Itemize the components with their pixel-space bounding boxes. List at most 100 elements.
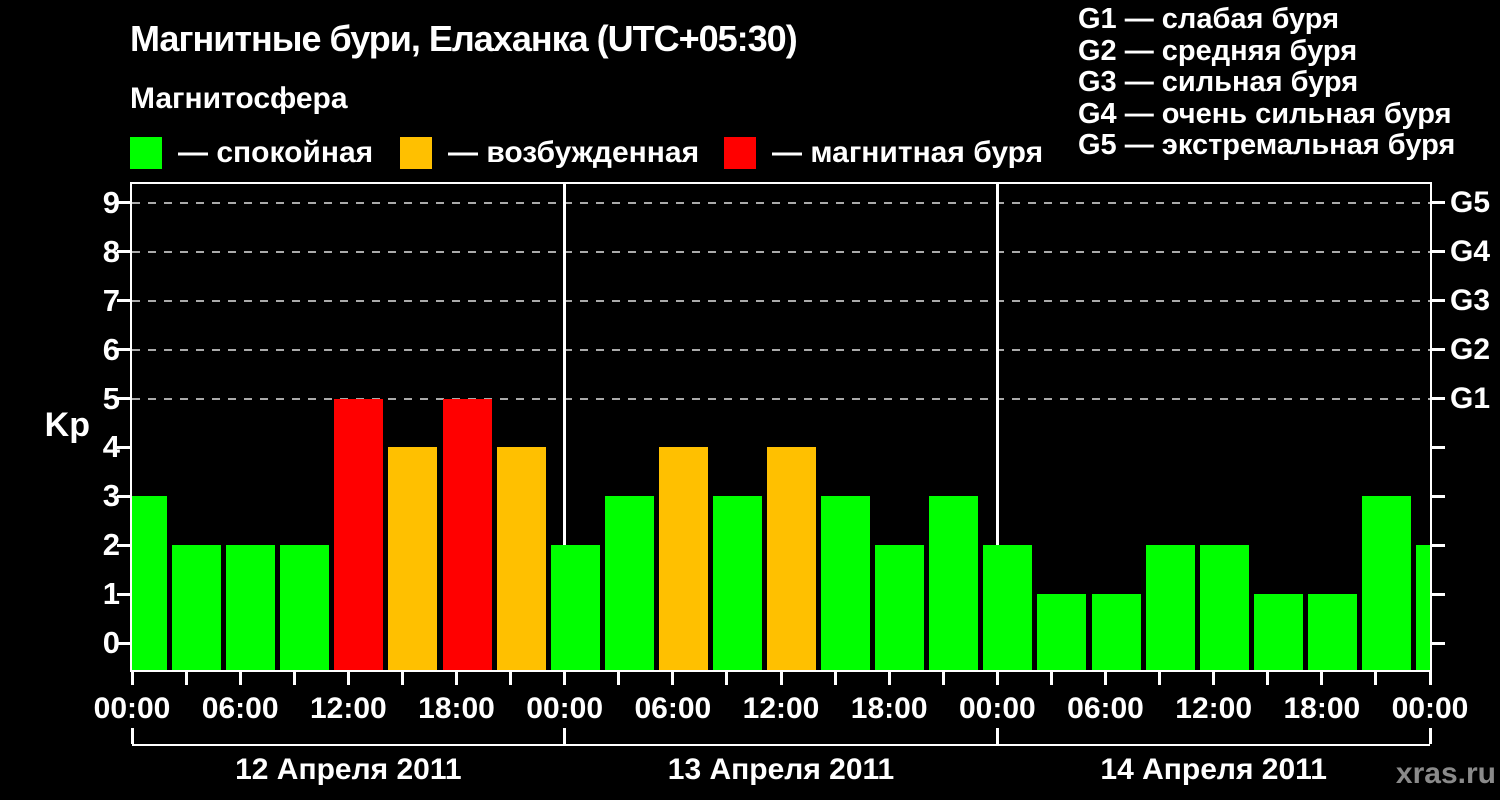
kp-bar — [496, 447, 546, 670]
y-tick — [117, 543, 130, 547]
y-tick-label: 2 — [102, 527, 120, 563]
date-bracket-tick — [130, 728, 134, 744]
x-tick — [130, 672, 134, 685]
right-tick — [1432, 592, 1445, 596]
right-tick — [1432, 201, 1445, 205]
g-legend-line-g4: G4 — очень сильная буря — [1078, 97, 1452, 130]
kp-bar — [604, 496, 654, 670]
x-tick — [455, 672, 458, 685]
y-tick — [117, 641, 130, 645]
right-tick — [1432, 250, 1445, 254]
y-tick — [117, 348, 130, 352]
kp-bar — [280, 545, 330, 670]
kp-bar — [172, 545, 222, 670]
date-label: 12 Апреля 2011 — [235, 753, 462, 786]
y-tick-label: 3 — [102, 478, 120, 514]
x-tick — [617, 672, 621, 685]
y-tick — [117, 397, 130, 400]
y-axis-label: Kp — [44, 406, 90, 444]
legend-item-excited: — возбужденная — [400, 137, 699, 169]
g-scale-label-g3: G3 — [1450, 283, 1491, 317]
kp-bar — [875, 545, 925, 670]
kp-bar — [1307, 594, 1357, 670]
y-tick — [117, 494, 130, 498]
x-tick-label: 00:00 — [526, 692, 604, 725]
x-tick — [1320, 672, 1324, 685]
kp-bar — [334, 398, 384, 670]
kp-bar — [1037, 594, 1087, 670]
x-tick — [887, 672, 891, 685]
kp-bar — [767, 447, 816, 670]
kp-bar — [550, 545, 600, 670]
kp-bar — [1091, 594, 1141, 670]
g-legend-line-g5: G5 — экстремальная буря — [1078, 129, 1456, 162]
y-tick — [117, 250, 130, 254]
g-scale-label-g5: G5 — [1450, 185, 1491, 219]
kp-bar — [1416, 545, 1430, 670]
kp-bar — [132, 496, 167, 670]
y-tick-label: 5 — [102, 380, 120, 416]
kp-bar — [658, 447, 708, 670]
watermark: xras.ru — [1395, 757, 1496, 790]
date-bracket — [132, 744, 1430, 746]
g-scale-label-g2: G2 — [1450, 332, 1491, 366]
g-scale-legend: G1 — слабая буря G2 — средняя буря G3 — си… — [1078, 3, 1456, 162]
x-tick — [400, 672, 404, 685]
g-legend-line-g1: G1 — слабая буря — [1078, 3, 1340, 35]
y-tick-label: 4 — [102, 429, 120, 465]
legend-item-quiet: — спокойная — [130, 137, 373, 169]
y-tick-label: 0 — [102, 625, 120, 660]
right-tick — [1432, 641, 1445, 645]
right-tick — [1432, 494, 1445, 498]
g-legend-line-g2: G2 — средняя буря — [1078, 34, 1358, 67]
x-tick-label: 06:00 — [634, 692, 712, 725]
y-tick — [117, 299, 130, 303]
right-tick — [1432, 397, 1445, 400]
y-tick-label: 6 — [102, 331, 120, 367]
x-tick — [833, 672, 837, 685]
x-tick-label: 06:00 — [201, 692, 279, 725]
x-tick — [238, 672, 242, 685]
x-tick — [671, 672, 675, 685]
chart-title: Магнитные бури, Елаханка (UTC+05:30) — [130, 18, 798, 59]
kp-bar — [388, 447, 438, 670]
day-divider — [563, 184, 567, 670]
x-tick-label: 00:00 — [1391, 692, 1469, 725]
x-tick — [941, 672, 945, 685]
legend-swatch-storm — [724, 137, 756, 169]
date-bracket-tick — [995, 728, 999, 744]
g-scale-label-g4: G4 — [1450, 234, 1491, 268]
chart-subtitle: Магнитосфера — [130, 82, 348, 115]
x-tick — [1104, 672, 1107, 685]
x-tick — [1049, 672, 1053, 685]
date-label: 13 Апреля 2011 — [667, 753, 895, 786]
x-tick — [1428, 672, 1432, 685]
y-tick-label: 7 — [102, 282, 120, 318]
x-tick-label: 12:00 — [742, 692, 820, 725]
kp-bar — [442, 398, 492, 670]
right-tick — [1432, 348, 1445, 352]
y-tick-label: 8 — [102, 233, 120, 269]
kp-bar — [929, 496, 979, 670]
y-tick — [117, 592, 130, 596]
x-tick-label: 00:00 — [93, 692, 171, 725]
x-tick — [779, 672, 783, 685]
x-tick-label: 18:00 — [850, 692, 928, 725]
x-tick — [1158, 672, 1162, 685]
x-tick-label: 12:00 — [309, 692, 387, 725]
x-tick-label: 12:00 — [1175, 692, 1253, 725]
x-tick — [995, 672, 999, 685]
y-tick-label: 9 — [102, 184, 120, 220]
date-label: 14 Апреля 2011 — [1100, 753, 1327, 786]
kp-bar — [712, 496, 762, 670]
grid-line-kp8 — [132, 250, 1430, 253]
legend-item-storm: — магнитная буря — [724, 137, 1043, 169]
kp-bar — [226, 545, 276, 670]
right-tick — [1432, 299, 1445, 303]
g-scale-label-g1: G1 — [1450, 381, 1491, 415]
x-tick-label: 18:00 — [1283, 692, 1361, 725]
grid-line-kp9 — [132, 201, 1430, 204]
plot-inner — [132, 184, 1430, 670]
legend-label: — спокойная — [178, 136, 374, 169]
